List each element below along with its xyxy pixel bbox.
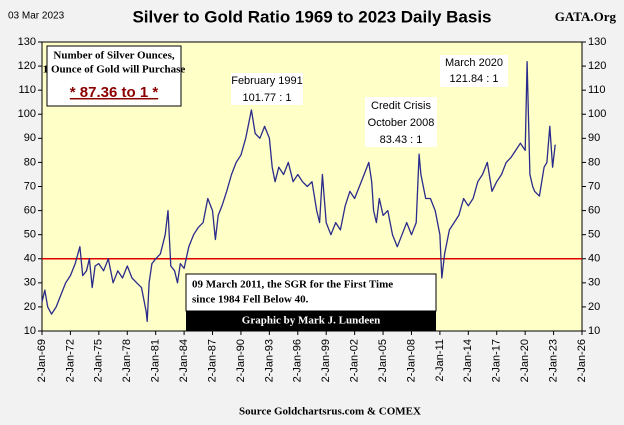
annotation: March 2020 xyxy=(445,57,503,69)
chart-title: Silver to Gold Ratio 1969 to 2023 Daily … xyxy=(132,7,491,26)
x-tick-label: 2-Jan-08 xyxy=(405,339,417,382)
y-tick-label: 20 xyxy=(24,301,36,313)
info-box xyxy=(46,45,182,107)
box-highlight: * 87.36 to 1 * xyxy=(70,84,159,101)
annotation-box xyxy=(365,97,437,147)
x-tick-label: 2-Jan-69 xyxy=(36,339,48,382)
credit-box xyxy=(186,311,436,331)
annotation: 09 March 2011, the SGR for the First Tim… xyxy=(192,279,393,291)
x-tick-label: 2-Jan-78 xyxy=(121,339,133,382)
y-tick-label: 120 xyxy=(18,60,36,72)
x-tick-label: 2-Jan-05 xyxy=(377,339,389,382)
y-tick-label: 130 xyxy=(18,36,36,48)
y2-tick-label: 60 xyxy=(588,204,600,216)
y-tick-label: 10 xyxy=(24,325,36,337)
x-tick-label: 2-Jan-02 xyxy=(349,339,361,382)
x-tick-label: 2-Jan-11 xyxy=(434,339,446,382)
annotation-box xyxy=(185,273,437,312)
x-tick-label: 2-Jan-17 xyxy=(491,339,503,382)
source: Source Goldchartsrus.com & COMEX xyxy=(239,406,421,418)
annotation: Credit Crisis xyxy=(371,100,431,112)
y-tick-label: 70 xyxy=(24,180,36,192)
y2-tick-label: 100 xyxy=(588,108,606,120)
annotation: 101.77 : 1 xyxy=(243,92,292,104)
y2-tick-label: 90 xyxy=(588,132,600,144)
y-tick-label: 100 xyxy=(18,108,36,120)
y-tick-label: 90 xyxy=(24,132,36,144)
annotation-box xyxy=(231,73,303,105)
annotation: February 1991 xyxy=(231,75,303,87)
x-tick-label: 2-Jan-84 xyxy=(178,339,190,382)
y2-tick-label: 30 xyxy=(588,277,600,289)
y2-tick-label: 50 xyxy=(588,229,600,241)
credit: Graphic by Mark J. Lundeen xyxy=(242,315,380,327)
y2-tick-label: 80 xyxy=(588,156,600,168)
site: GATA.Org xyxy=(555,9,617,24)
x-tick-label: 2-Jan-99 xyxy=(320,339,332,382)
y2-tick-label: 40 xyxy=(588,253,600,265)
box-line: 1 Ounce of Gold will Purchase xyxy=(43,64,186,76)
x-tick-label: 2-Jan-72 xyxy=(64,339,76,382)
date: 03 Mar 2023 xyxy=(8,11,65,22)
y-tick-label: 80 xyxy=(24,156,36,168)
y2-tick-label: 110 xyxy=(588,84,606,96)
annotation-box xyxy=(440,55,508,87)
y2-tick-label: 10 xyxy=(588,325,600,337)
box-line: Number of Silver Ounces, xyxy=(53,50,174,62)
x-tick-label: 2-Jan-96 xyxy=(292,339,304,382)
annotation: since 1984 Fell Below 40. xyxy=(192,294,309,306)
y2-tick-label: 20 xyxy=(588,301,600,313)
x-tick-label: 2-Jan-26 xyxy=(576,339,588,382)
y-tick-label: 60 xyxy=(24,204,36,216)
x-tick-label: 2-Jan-20 xyxy=(519,339,531,382)
annotation: October 2008 xyxy=(368,117,435,129)
x-tick-label: 2-Jan-87 xyxy=(206,339,218,382)
y-tick-label: 110 xyxy=(18,84,36,96)
x-tick-label: 2-Jan-90 xyxy=(235,339,247,382)
x-tick-label: 2-Jan-75 xyxy=(93,339,105,382)
annotation: 83.43 : 1 xyxy=(380,134,423,146)
x-tick-label: 2-Jan-93 xyxy=(263,339,275,382)
y2-tick-label: 70 xyxy=(588,180,600,192)
ratio-line xyxy=(41,61,556,323)
y-tick-label: 50 xyxy=(24,229,36,241)
annotation: 121.84 : 1 xyxy=(450,73,499,85)
y2-tick-label: 130 xyxy=(588,36,606,48)
y-tick-label: 30 xyxy=(24,277,36,289)
x-tick-label: 2-Jan-14 xyxy=(462,339,474,382)
x-tick-label: 2-Jan-81 xyxy=(150,339,162,382)
x-tick-label: 2-Jan-23 xyxy=(547,339,559,382)
y2-tick-label: 120 xyxy=(588,60,606,72)
y-tick-label: 40 xyxy=(24,253,36,265)
